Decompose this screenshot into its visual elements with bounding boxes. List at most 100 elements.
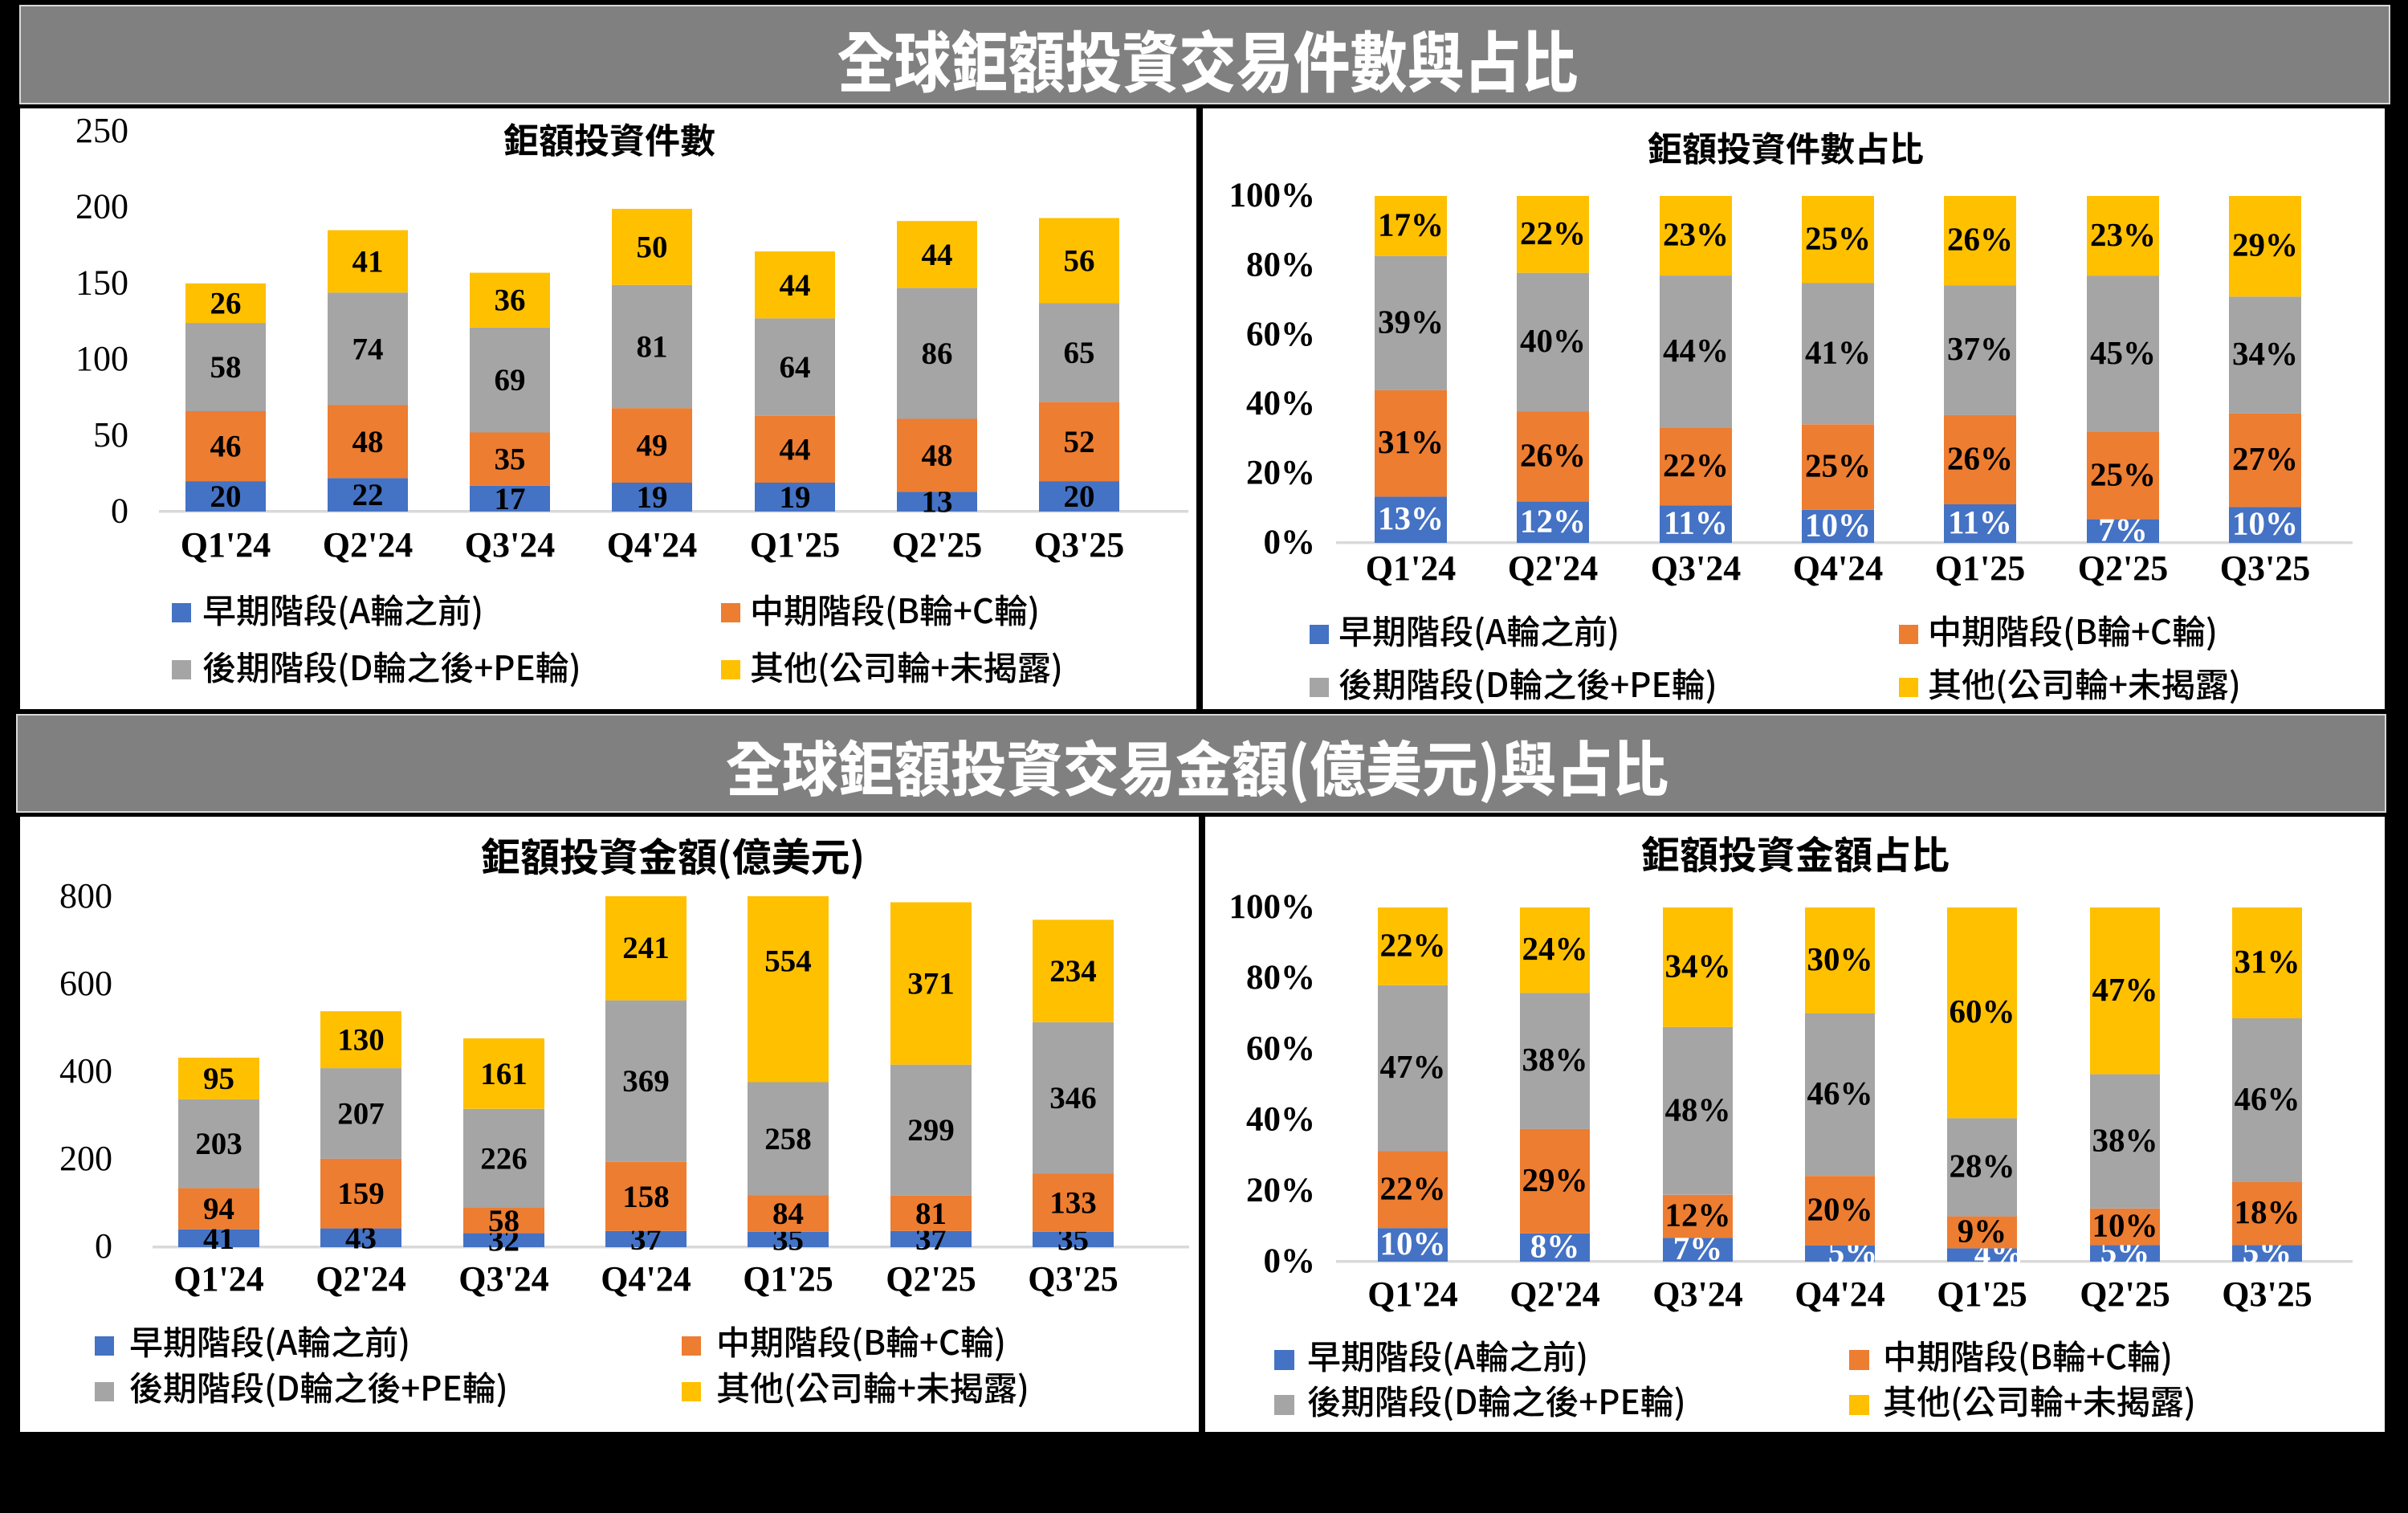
svg-text:52: 52 xyxy=(1064,425,1095,459)
svg-text:25%: 25% xyxy=(1805,219,1871,256)
svg-text:Q1'25: Q1'25 xyxy=(1937,1274,2027,1314)
svg-text:35: 35 xyxy=(495,442,526,477)
svg-text:40%: 40% xyxy=(1520,322,1586,359)
svg-text:12%: 12% xyxy=(1665,1197,1731,1234)
svg-text:Q3'24: Q3'24 xyxy=(1652,1274,1742,1314)
svg-text:48: 48 xyxy=(352,425,384,459)
svg-text:25%: 25% xyxy=(2090,455,2156,492)
svg-text:41%: 41% xyxy=(1805,334,1871,371)
svg-text:Q1'24: Q1'24 xyxy=(1367,1274,1457,1314)
svg-text:29%: 29% xyxy=(2232,226,2298,263)
svg-text:Q3'24: Q3'24 xyxy=(1651,549,1741,588)
svg-text:22%: 22% xyxy=(1380,1169,1446,1206)
svg-text:Q2'24: Q2'24 xyxy=(316,1259,405,1299)
svg-text:69: 69 xyxy=(495,363,526,398)
svg-text:Q3'25: Q3'25 xyxy=(2220,549,2310,588)
svg-text:17%: 17% xyxy=(1378,206,1444,243)
svg-text:Q3'24: Q3'24 xyxy=(458,1259,548,1299)
svg-text:100%: 100% xyxy=(1229,888,1316,926)
svg-text:28%: 28% xyxy=(1950,1148,2015,1185)
svg-text:56: 56 xyxy=(1064,244,1095,279)
svg-text:Q4'24: Q4'24 xyxy=(601,1259,691,1299)
svg-text:40%: 40% xyxy=(1246,1101,1315,1139)
svg-text:Q2'25: Q2'25 xyxy=(2078,549,2168,588)
svg-text:18%: 18% xyxy=(2235,1193,2300,1230)
svg-text:Q4'24: Q4'24 xyxy=(1793,549,1883,588)
svg-text:Q1'24: Q1'24 xyxy=(173,1259,263,1299)
svg-text:44%: 44% xyxy=(1663,332,1729,369)
svg-text:10%: 10% xyxy=(1380,1225,1446,1262)
svg-text:Q2'24: Q2'24 xyxy=(1510,1274,1599,1314)
svg-text:64: 64 xyxy=(780,350,811,385)
svg-text:150: 150 xyxy=(75,263,128,302)
svg-text:74: 74 xyxy=(352,332,384,366)
svg-text:207: 207 xyxy=(337,1097,385,1132)
svg-text:Q1'24: Q1'24 xyxy=(1366,549,1456,588)
svg-text:23%: 23% xyxy=(2090,216,2156,253)
svg-text:27%: 27% xyxy=(2232,440,2298,477)
svg-text:Q3'24: Q3'24 xyxy=(465,525,555,565)
svg-text:226: 226 xyxy=(480,1141,528,1176)
svg-text:22%: 22% xyxy=(1520,214,1586,251)
svg-text:47%: 47% xyxy=(2092,971,2158,1008)
svg-text:11%: 11% xyxy=(1664,504,1728,541)
svg-text:10%: 10% xyxy=(1805,506,1871,543)
svg-text:0%: 0% xyxy=(1264,524,1316,561)
svg-text:100%: 100% xyxy=(1229,177,1316,214)
svg-text:38%: 38% xyxy=(1522,1041,1588,1078)
svg-text:20%: 20% xyxy=(1807,1191,1873,1228)
svg-text:31%: 31% xyxy=(2235,943,2300,980)
svg-text:80%: 80% xyxy=(1246,959,1315,997)
svg-text:11%: 11% xyxy=(1948,504,2012,540)
svg-text:22: 22 xyxy=(352,478,384,512)
svg-text:346: 346 xyxy=(1049,1081,1097,1115)
svg-text:30%: 30% xyxy=(1807,940,1873,977)
svg-text:26%: 26% xyxy=(1520,437,1586,474)
svg-text:Q3'25: Q3'25 xyxy=(1034,525,1124,565)
svg-text:258: 258 xyxy=(764,1122,812,1156)
svg-text:Q1'25: Q1'25 xyxy=(743,1259,833,1299)
svg-text:37%: 37% xyxy=(1947,330,2013,367)
svg-text:22%: 22% xyxy=(1663,447,1729,483)
svg-text:Q1'24: Q1'24 xyxy=(181,525,271,565)
svg-text:159: 159 xyxy=(337,1177,385,1211)
svg-text:41: 41 xyxy=(352,244,384,279)
svg-text:299: 299 xyxy=(907,1113,955,1148)
svg-text:19: 19 xyxy=(637,480,668,515)
svg-text:49: 49 xyxy=(637,429,668,463)
svg-text:46: 46 xyxy=(210,430,242,464)
svg-text:130: 130 xyxy=(337,1023,385,1058)
svg-text:234: 234 xyxy=(1049,954,1097,989)
svg-text:46%: 46% xyxy=(1807,1075,1873,1111)
svg-text:Q4'24: Q4'24 xyxy=(607,525,697,565)
svg-text:250: 250 xyxy=(75,111,128,150)
svg-text:10%: 10% xyxy=(2232,505,2298,542)
svg-text:Q2'24: Q2'24 xyxy=(1508,549,1598,588)
svg-text:Q1'25: Q1'25 xyxy=(750,525,840,565)
svg-text:22%: 22% xyxy=(1380,926,1446,963)
svg-text:371: 371 xyxy=(907,967,955,1001)
svg-text:39%: 39% xyxy=(1378,303,1444,340)
svg-text:20%: 20% xyxy=(1246,1172,1315,1209)
svg-text:20: 20 xyxy=(1064,479,1095,514)
svg-text:133: 133 xyxy=(1049,1186,1097,1221)
svg-text:0: 0 xyxy=(95,1226,112,1266)
svg-text:44: 44 xyxy=(780,432,811,467)
svg-text:34%: 34% xyxy=(2232,335,2298,372)
svg-text:200: 200 xyxy=(59,1139,112,1178)
svg-text:203: 203 xyxy=(195,1127,242,1161)
svg-text:60%: 60% xyxy=(1246,316,1315,353)
svg-text:31%: 31% xyxy=(1378,423,1444,460)
svg-text:24%: 24% xyxy=(1522,930,1588,967)
svg-text:46%: 46% xyxy=(2235,1080,2300,1117)
svg-text:45%: 45% xyxy=(2090,334,2156,371)
svg-text:Q4'24: Q4'24 xyxy=(1795,1274,1884,1314)
svg-text:58: 58 xyxy=(488,1204,519,1238)
svg-text:Q3'25: Q3'25 xyxy=(1028,1259,1118,1299)
svg-text:0: 0 xyxy=(111,491,128,531)
svg-text:80%: 80% xyxy=(1246,246,1315,283)
svg-text:95: 95 xyxy=(203,1062,234,1096)
svg-text:60%: 60% xyxy=(1950,993,2015,1030)
svg-text:158: 158 xyxy=(622,1180,670,1214)
svg-text:19: 19 xyxy=(780,480,811,515)
